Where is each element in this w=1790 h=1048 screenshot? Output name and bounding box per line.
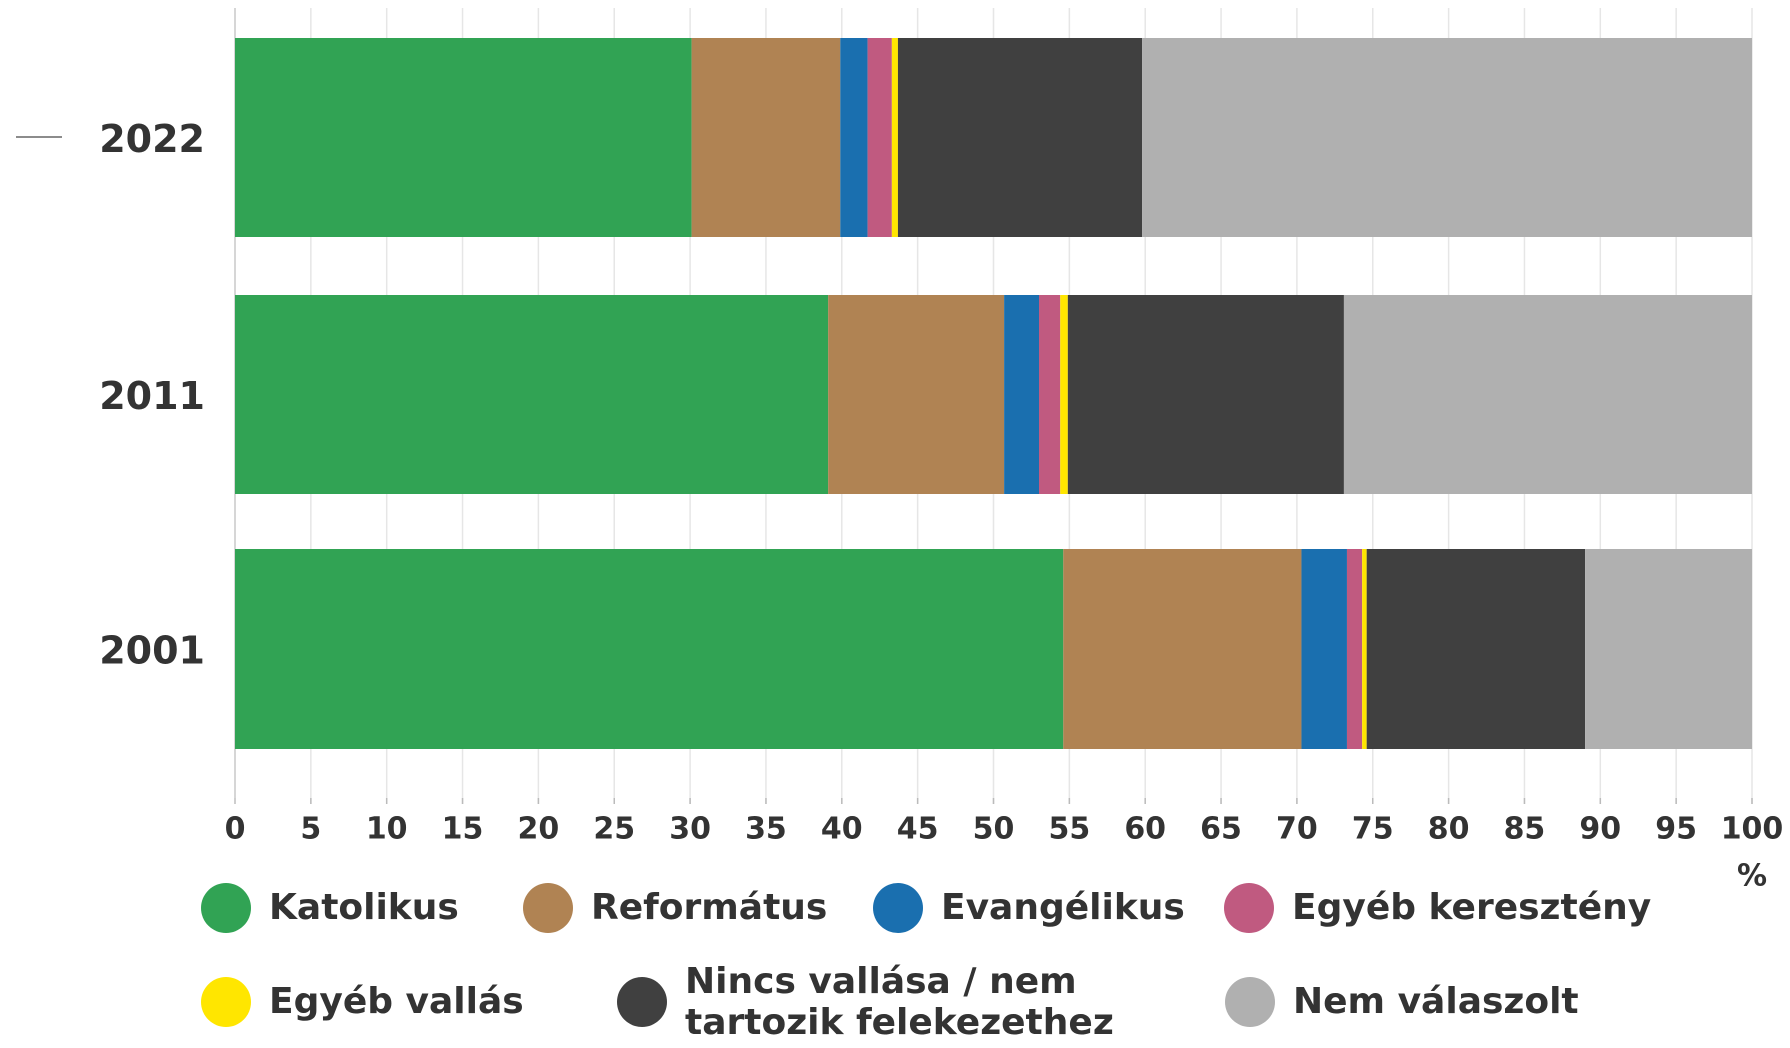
x-tick-label: 35 xyxy=(745,812,787,847)
x-tick-label: 55 xyxy=(1048,812,1090,847)
x-tick-label: 40 xyxy=(821,812,863,847)
x-tick-label: 60 xyxy=(1124,812,1166,847)
x-tick-label: 10 xyxy=(366,812,408,847)
y-tick-label: 2011 xyxy=(99,374,205,418)
x-tick-label: 85 xyxy=(1504,812,1546,847)
x-tick-label: 65 xyxy=(1200,812,1242,847)
bar-segment xyxy=(1362,549,1367,749)
legend-swatch xyxy=(1225,977,1275,1027)
x-tick-label: 50 xyxy=(973,812,1015,847)
x-tick-label: 30 xyxy=(669,812,711,847)
x-tick-label: 75 xyxy=(1352,812,1394,847)
bar-segment xyxy=(891,38,898,237)
y-tick-label: 2001 xyxy=(99,629,205,673)
bar-segment xyxy=(828,295,1005,494)
legend-swatch xyxy=(1224,883,1274,933)
legend-item: Nem válaszolt xyxy=(1225,957,1579,1047)
legend-item: Egyéb vallás xyxy=(201,957,524,1047)
bar-segment xyxy=(691,38,841,237)
bar-segment xyxy=(1060,295,1068,494)
bar-segment xyxy=(1039,295,1061,494)
legend-label: Egyéb vallás xyxy=(269,981,524,1023)
legend-item: Evangélikus xyxy=(873,863,1185,953)
bar-segment xyxy=(1346,549,1363,749)
bar-segment xyxy=(897,38,1143,237)
x-tick-label: 45 xyxy=(897,812,939,847)
x-tick-label: 90 xyxy=(1579,812,1621,847)
x-tick-label: 95 xyxy=(1655,812,1697,847)
bar-segment xyxy=(1067,295,1344,494)
legend-item: Református xyxy=(523,863,827,953)
bar-segment xyxy=(1343,295,1752,494)
bar-segment xyxy=(1004,295,1040,494)
bar-segment xyxy=(235,38,692,237)
legend-item: Egyéb keresztény xyxy=(1224,863,1651,953)
legend-label: Református xyxy=(591,887,828,929)
x-tick-label: 70 xyxy=(1276,812,1318,847)
x-tick-label: 80 xyxy=(1428,812,1470,847)
bar-segment xyxy=(1366,549,1586,749)
x-tick-label: 100 xyxy=(1721,812,1784,847)
bar-segment xyxy=(235,295,829,494)
bar-segment xyxy=(840,38,868,237)
x-tick-label: 5 xyxy=(300,812,321,847)
x-tick-label: 25 xyxy=(593,812,635,847)
legend-label: Evangélikus xyxy=(941,887,1185,929)
bar-segment xyxy=(1301,549,1347,749)
bar-segment xyxy=(235,549,1064,749)
legend-label: Nincs vallása / nem tartozik felekezethe… xyxy=(685,960,1114,1043)
bar-segment xyxy=(1585,549,1752,749)
bar-segment xyxy=(1142,38,1752,237)
legend-swatch xyxy=(201,883,251,933)
x-tick-label: 20 xyxy=(518,812,560,847)
legend-swatch xyxy=(873,883,923,933)
legend-item: Nincs vallása / nem tartozik felekezethe… xyxy=(617,957,1125,1047)
x-tick-label: 0 xyxy=(225,812,246,847)
legend-label: Nem válaszolt xyxy=(1293,981,1579,1023)
bar-segment xyxy=(1063,549,1302,749)
legend-label: Katolikus xyxy=(269,887,459,929)
legend-item: Katolikus xyxy=(201,863,459,953)
bar-segment xyxy=(867,38,892,237)
x-tick-label: 15 xyxy=(442,812,484,847)
y-tick-label: 2022 xyxy=(99,117,205,161)
legend-swatch xyxy=(617,977,667,1027)
legend-label: Egyéb keresztény xyxy=(1292,887,1652,929)
x-axis-label: % xyxy=(1737,859,1767,894)
legend-swatch xyxy=(523,883,573,933)
legend-swatch xyxy=(201,977,251,1027)
